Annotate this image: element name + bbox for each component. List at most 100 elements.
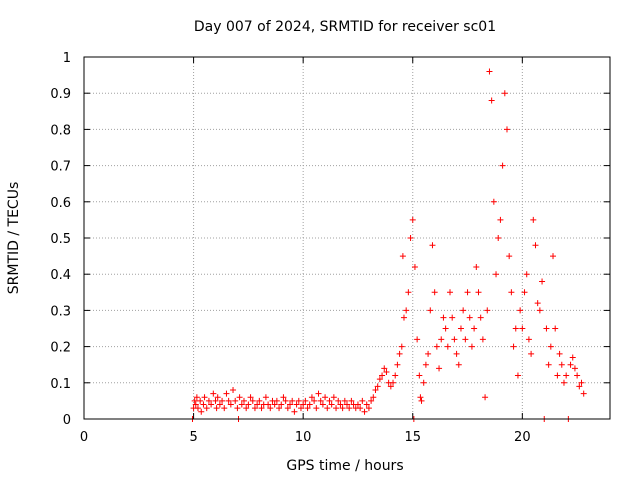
data-point <box>530 216 537 223</box>
data-point <box>508 289 515 296</box>
data-point <box>213 405 220 412</box>
chart-title: Day 007 of 2024, SRMTID for receiver sc0… <box>194 19 496 35</box>
data-point <box>326 397 333 404</box>
data-point <box>560 379 567 386</box>
data-point <box>198 408 205 415</box>
y-tick-label: 0.9 <box>50 87 71 102</box>
data-point <box>280 394 287 401</box>
data-point <box>488 97 495 104</box>
data-point <box>249 397 256 404</box>
data-point <box>440 314 447 321</box>
data-point <box>203 405 210 412</box>
data-point <box>379 372 386 379</box>
data-point <box>571 365 578 372</box>
y-tick-label: 0.5 <box>50 232 71 247</box>
data-point <box>282 397 289 404</box>
data-point <box>438 336 445 343</box>
data-point <box>468 343 475 350</box>
data-point <box>210 390 217 397</box>
data-point <box>201 394 208 401</box>
data-point <box>563 372 570 379</box>
data-point <box>341 397 348 404</box>
data-point <box>337 401 344 408</box>
data-point <box>436 365 443 372</box>
data-point <box>324 405 331 412</box>
data-point <box>293 401 300 408</box>
data-point <box>479 336 486 343</box>
data-point <box>398 343 405 350</box>
data-point <box>276 405 283 412</box>
data-point <box>333 405 340 412</box>
data-point <box>376 376 383 383</box>
data-point <box>414 336 421 343</box>
data-point <box>517 307 524 314</box>
data-point <box>567 361 574 368</box>
data-point <box>295 397 302 404</box>
data-point <box>328 401 335 408</box>
data-point <box>497 216 504 223</box>
data-point <box>411 263 418 270</box>
data-point <box>519 325 526 332</box>
data-point <box>214 394 221 401</box>
data-point <box>304 405 311 412</box>
data-point <box>449 314 456 321</box>
data-point <box>475 289 482 296</box>
data-point <box>365 405 372 412</box>
y-tick-label: 0.8 <box>50 123 71 138</box>
data-point <box>284 405 291 412</box>
data-point <box>346 405 353 412</box>
data-point <box>306 401 313 408</box>
x-tick-label: 0 <box>80 430 88 445</box>
data-point <box>545 361 552 368</box>
x-tick-label: 15 <box>404 430 421 445</box>
data-point <box>503 126 510 133</box>
data-point <box>547 343 554 350</box>
data-point <box>200 401 207 408</box>
data-point <box>552 325 559 332</box>
data-point <box>287 401 294 408</box>
data-point <box>363 401 370 408</box>
y-tick-label: 0.3 <box>50 304 71 319</box>
data-point <box>556 350 563 357</box>
data-point <box>400 314 407 321</box>
data-point <box>473 263 480 270</box>
data-point <box>521 289 528 296</box>
data-point <box>394 361 401 368</box>
data-point <box>528 350 535 357</box>
data-point <box>539 278 546 285</box>
data-point <box>300 401 307 408</box>
y-tick-label: 0.7 <box>50 160 71 175</box>
data-point <box>422 361 429 368</box>
data-point <box>501 90 508 97</box>
data-point <box>482 394 489 401</box>
y-tick-label: 0.2 <box>50 341 71 356</box>
data-point <box>221 405 228 412</box>
data-point <box>392 372 399 379</box>
data-point <box>407 235 414 241</box>
data-point <box>460 307 467 314</box>
data-point <box>576 383 583 390</box>
data-point <box>390 379 397 386</box>
data-point <box>267 405 274 412</box>
data-point <box>558 361 565 368</box>
data-point <box>192 401 199 408</box>
data-point <box>243 405 250 412</box>
data-point <box>433 343 440 350</box>
data-point <box>490 198 497 205</box>
grid-lines <box>84 57 610 419</box>
data-point <box>265 401 272 408</box>
data-point <box>357 405 364 412</box>
data-point <box>348 397 355 404</box>
data-point <box>580 390 587 397</box>
data-point <box>258 405 265 412</box>
data-point <box>444 343 451 350</box>
data-point <box>236 394 243 401</box>
data-point <box>396 350 403 357</box>
data-point <box>330 394 337 401</box>
data-point <box>486 68 493 75</box>
data-point <box>370 394 377 401</box>
data-point <box>302 397 309 404</box>
data-point <box>238 401 245 408</box>
data-point <box>208 401 215 408</box>
data-point <box>455 361 462 368</box>
